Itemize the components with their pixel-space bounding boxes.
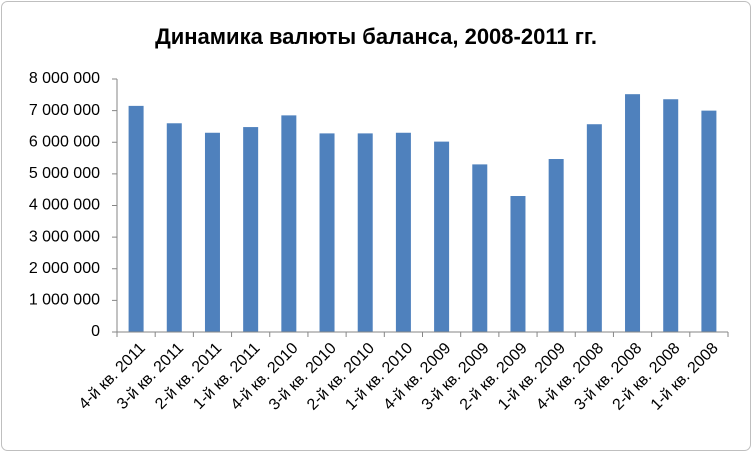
bar [357, 133, 373, 332]
bar [625, 94, 641, 333]
y-tick-label: 4 000 000 [29, 197, 100, 214]
bar [281, 115, 297, 333]
bar [243, 127, 259, 332]
bar [701, 110, 717, 332]
y-tick-label: 5 000 000 [29, 165, 100, 182]
bar [586, 124, 602, 332]
bar [319, 133, 335, 332]
y-tick-label: 0 [91, 323, 100, 340]
chart-title: Динамика валюты баланса, 2008-2011 гг. [155, 24, 597, 49]
bar [166, 123, 182, 333]
y-tick-label: 2 000 000 [29, 260, 100, 277]
bar [510, 196, 526, 332]
bar [204, 132, 220, 332]
bar [472, 164, 488, 332]
bar [663, 99, 679, 333]
y-tick-label: 3 000 000 [29, 228, 100, 245]
y-tick-label: 7 000 000 [29, 102, 100, 119]
y-tick-label: 6 000 000 [29, 133, 100, 150]
y-tick-label: 1 000 000 [29, 292, 100, 309]
bar [395, 132, 411, 332]
y-tick-label: 8 000 000 [29, 70, 100, 87]
bar [434, 141, 450, 332]
bar [548, 159, 564, 332]
bar [128, 105, 144, 332]
